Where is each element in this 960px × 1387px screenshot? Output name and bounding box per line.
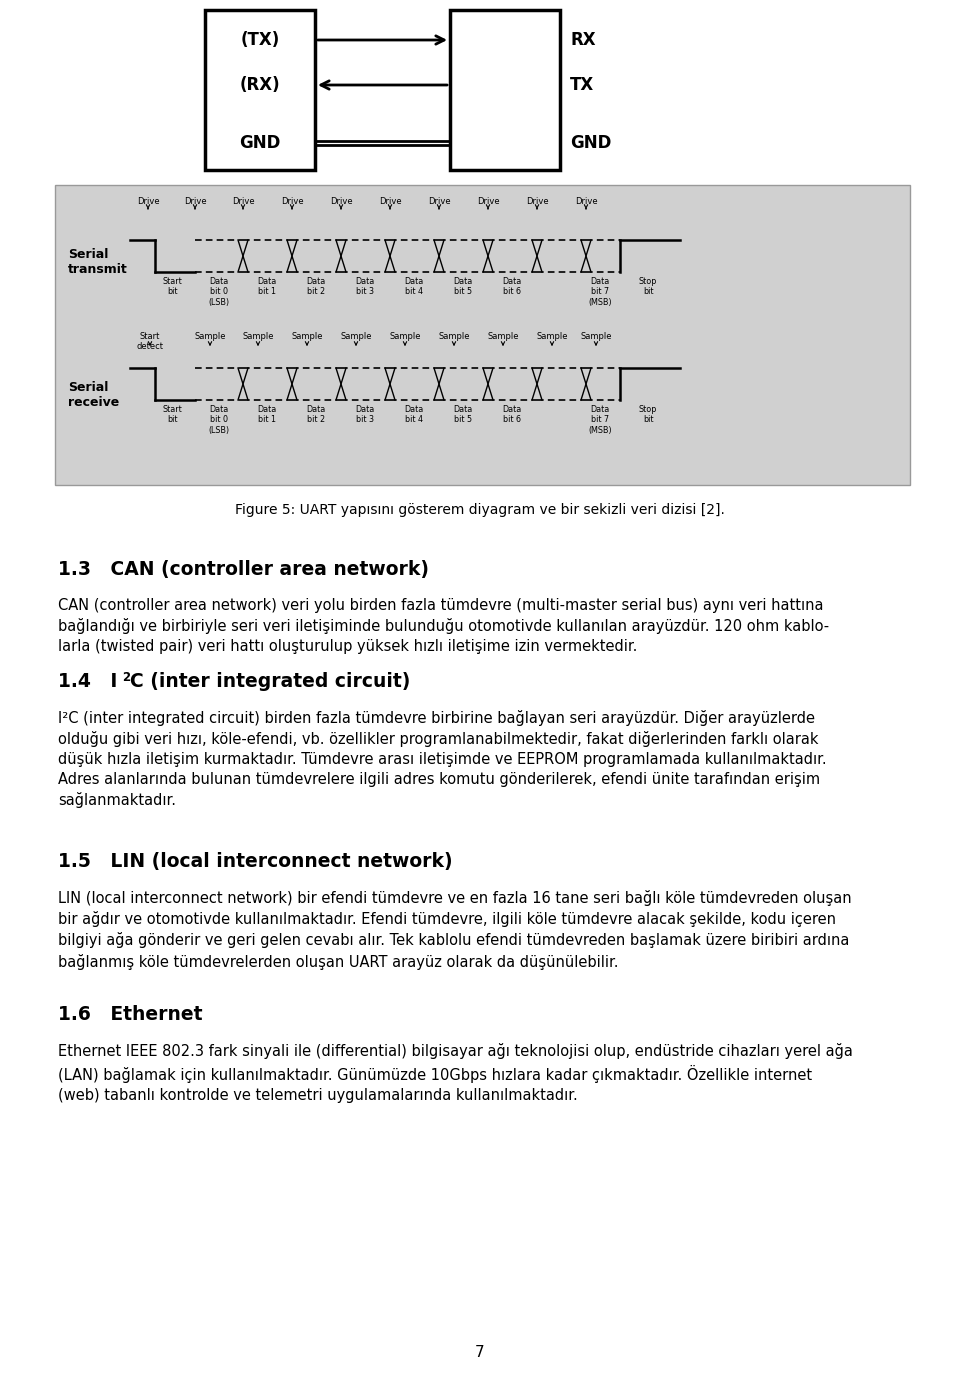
Bar: [450, 10, 560, 171]
Text: Data
bit 2: Data bit 2: [306, 405, 325, 424]
Text: 2: 2: [122, 671, 131, 684]
Text: Drive: Drive: [183, 197, 206, 207]
Text: Data
bit 3: Data bit 3: [355, 277, 374, 297]
Text: Sample: Sample: [291, 331, 323, 341]
Text: Data
bit 6: Data bit 6: [502, 277, 521, 297]
Text: I²C (inter integrated circuit) birden fazla tümdevre birbirine bağlayan seri ara: I²C (inter integrated circuit) birden fa…: [58, 710, 827, 809]
Text: Sample: Sample: [439, 331, 469, 341]
Text: Stop
bit: Stop bit: [638, 405, 658, 424]
Text: TX: TX: [570, 76, 594, 94]
Text: 1.5   LIN (local interconnect network): 1.5 LIN (local interconnect network): [58, 852, 452, 871]
Text: Drive: Drive: [477, 197, 499, 207]
Text: Data
bit 2: Data bit 2: [306, 277, 325, 297]
Text: Data
bit 3: Data bit 3: [355, 405, 374, 424]
Text: (TX): (TX): [240, 31, 279, 49]
Text: Drive: Drive: [575, 197, 597, 207]
Text: Data
bit 0
(LSB): Data bit 0 (LSB): [208, 277, 229, 307]
Text: Ethernet IEEE 802.3 fark sinyali ile (differential) bilgisayar ağı teknolojisi o: Ethernet IEEE 802.3 fark sinyali ile (di…: [58, 1043, 852, 1103]
Text: Figure 5: UART yapısını gösterem diyagram ve bir sekizli veri dizisi [2].: Figure 5: UART yapısını gösterem diyagra…: [235, 503, 725, 517]
Text: Data
bit 4: Data bit 4: [404, 405, 423, 424]
Text: Data
bit 5: Data bit 5: [453, 405, 472, 424]
Text: GND: GND: [570, 135, 612, 153]
Bar: [205, 10, 315, 171]
Bar: [55, 184, 910, 485]
Text: (RX): (RX): [240, 76, 280, 94]
Text: C (inter integrated circuit): C (inter integrated circuit): [130, 671, 410, 691]
Text: Sample: Sample: [580, 331, 612, 341]
Text: Data
bit 0
(LSB): Data bit 0 (LSB): [208, 405, 229, 434]
Text: 7: 7: [475, 1345, 485, 1361]
Text: Sample: Sample: [537, 331, 567, 341]
Text: Data
bit 7
(MSB): Data bit 7 (MSB): [588, 277, 612, 307]
Text: GND: GND: [239, 135, 280, 153]
Text: Stop
bit: Stop bit: [638, 277, 658, 297]
Text: Drive: Drive: [136, 197, 159, 207]
Text: Data
bit 1: Data bit 1: [257, 277, 276, 297]
Text: Drive: Drive: [329, 197, 352, 207]
Text: Drive: Drive: [378, 197, 401, 207]
Text: Drive: Drive: [428, 197, 450, 207]
Text: Drive: Drive: [526, 197, 548, 207]
Text: 1.4   I: 1.4 I: [58, 671, 117, 691]
Text: Data
bit 5: Data bit 5: [453, 277, 472, 297]
Text: Sample: Sample: [389, 331, 420, 341]
Text: Sample: Sample: [242, 331, 274, 341]
Text: Start
detect: Start detect: [136, 331, 163, 351]
Text: 1.6   Ethernet: 1.6 Ethernet: [58, 1006, 203, 1024]
Text: Data
bit 6: Data bit 6: [502, 405, 521, 424]
Text: RX: RX: [570, 31, 595, 49]
Text: Start
bit: Start bit: [162, 277, 181, 297]
Text: Data
bit 1: Data bit 1: [257, 405, 276, 424]
Text: Serial
receive: Serial receive: [68, 381, 119, 409]
Text: Sample: Sample: [340, 331, 372, 341]
Text: 1.3   CAN (controller area network): 1.3 CAN (controller area network): [58, 560, 429, 578]
Text: Drive: Drive: [231, 197, 254, 207]
Text: Start
bit: Start bit: [162, 405, 181, 424]
Text: Sample: Sample: [194, 331, 226, 341]
Text: Sample: Sample: [488, 331, 518, 341]
Text: Drive: Drive: [280, 197, 303, 207]
Text: Data
bit 4: Data bit 4: [404, 277, 423, 297]
Text: Serial
transmit: Serial transmit: [68, 248, 128, 276]
Text: CAN (controller area network) veri yolu birden fazla tümdevre (multi-master seri: CAN (controller area network) veri yolu …: [58, 598, 829, 655]
Text: LIN (local interconnect network) bir efendi tümdevre ve en fazla 16 tane seri ba: LIN (local interconnect network) bir efe…: [58, 890, 852, 970]
Text: Data
bit 7
(MSB): Data bit 7 (MSB): [588, 405, 612, 434]
